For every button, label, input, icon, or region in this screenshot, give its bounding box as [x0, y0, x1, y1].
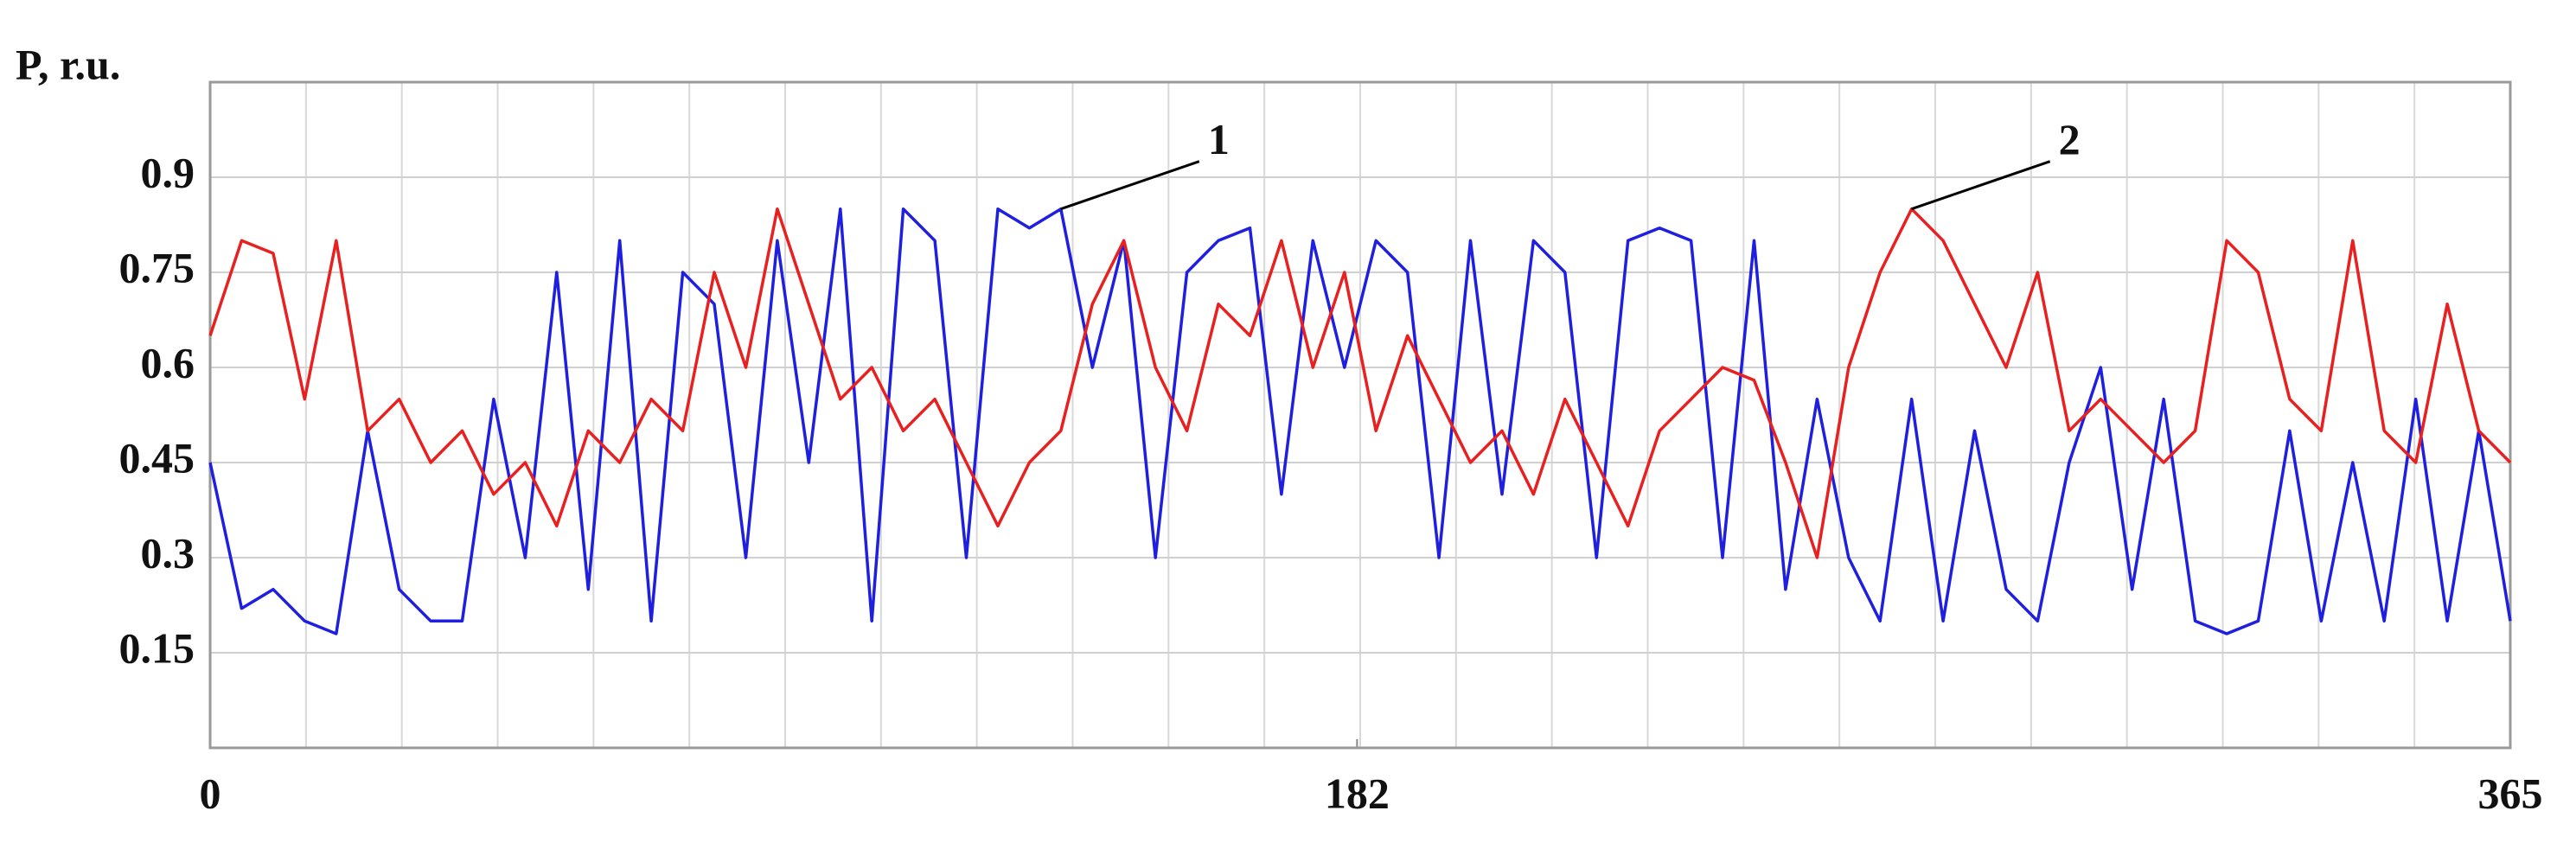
- y-tick-label: 0.6: [141, 338, 195, 386]
- plot-frame: [208, 80, 2512, 750]
- y-tick-label: 0.75: [119, 243, 195, 291]
- annotation: 1: [1208, 115, 1230, 163]
- y-tick-label: 0.15: [119, 623, 195, 672]
- annotation-leader: [1060, 160, 1200, 211]
- series-line: [208, 207, 2512, 635]
- x-tick-label: 365: [2478, 769, 2543, 817]
- x-tick-label: 0: [200, 769, 221, 817]
- y-axis-label: P, r.u.: [16, 40, 120, 88]
- annotation: 2: [2059, 115, 2081, 163]
- x-tick-label: 182: [1325, 769, 1390, 817]
- y-tick-label: 0.45: [119, 433, 195, 482]
- y-tick-label: 0.9: [141, 148, 195, 196]
- series-line: [208, 207, 2512, 559]
- annotation-leader: [1911, 160, 2051, 211]
- y-tick-label: 0.3: [141, 528, 195, 577]
